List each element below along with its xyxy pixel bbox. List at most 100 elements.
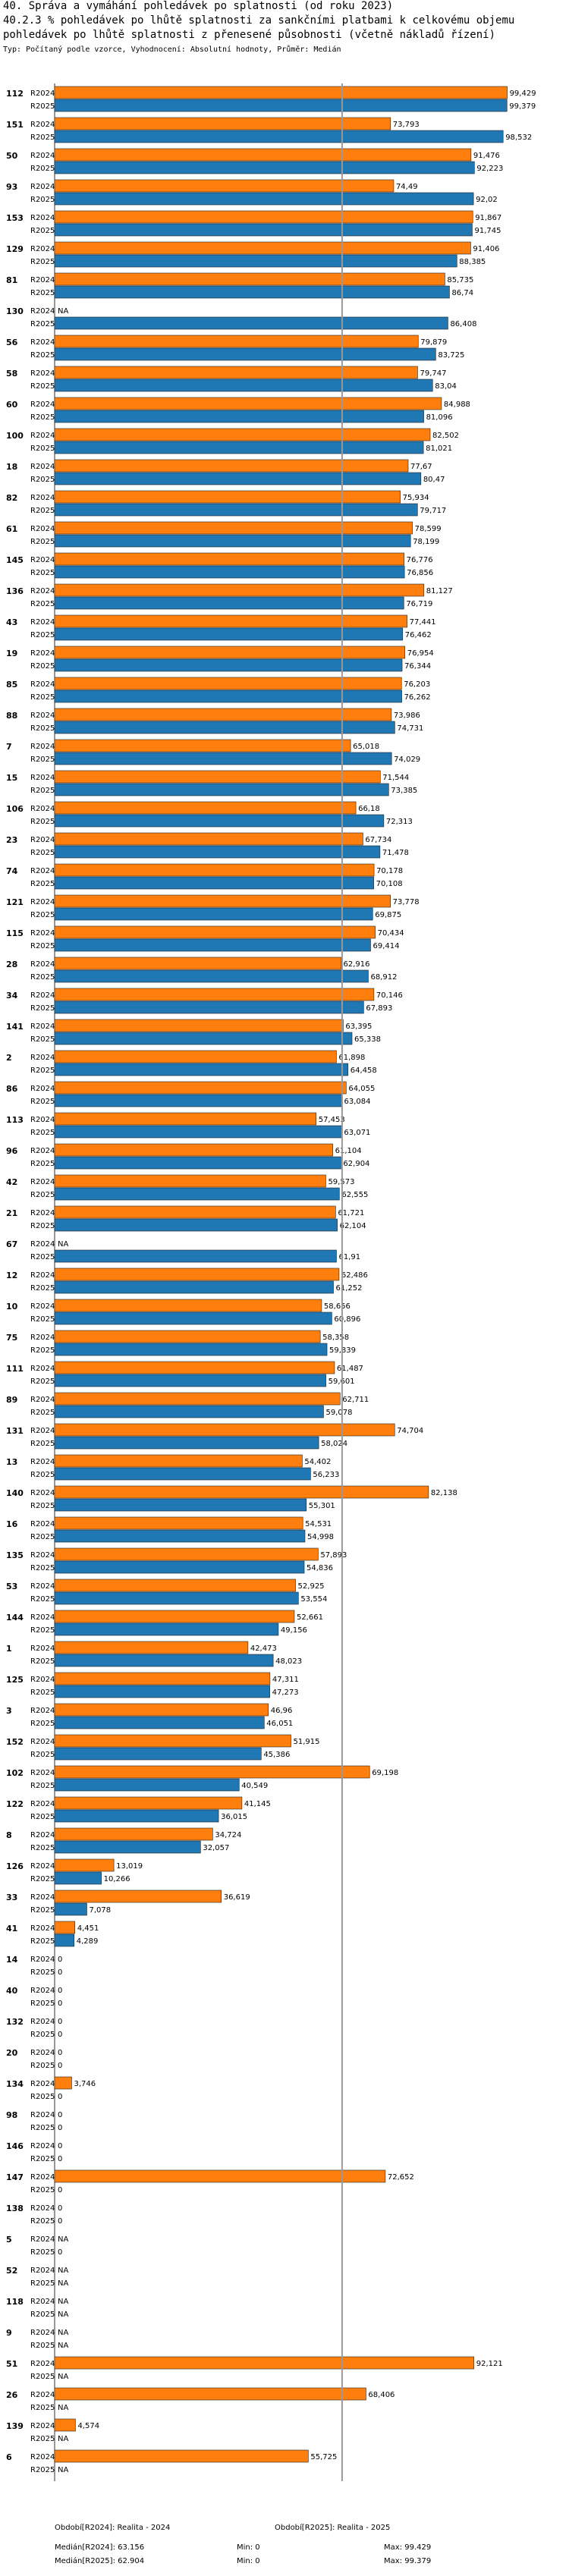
category-label: 126 bbox=[6, 1861, 24, 1871]
category-label: 33 bbox=[6, 1893, 17, 1902]
category-label: 20 bbox=[6, 2048, 18, 2058]
value-label: 91,745 bbox=[474, 227, 501, 235]
category-label: 8 bbox=[6, 1830, 12, 1840]
value-label: 57,453 bbox=[319, 1116, 345, 1124]
category-label: 138 bbox=[6, 2204, 24, 2213]
category-label: 145 bbox=[6, 555, 24, 565]
series-label: R2025 bbox=[30, 1129, 55, 1137]
r2024-bar bbox=[54, 1392, 341, 1406]
value-label: 82,502 bbox=[432, 432, 459, 440]
category-label: 28 bbox=[6, 960, 17, 969]
series-label: R2024 bbox=[30, 2142, 55, 2150]
series-label: R2024 bbox=[30, 1334, 55, 1342]
r2025-bar bbox=[54, 1591, 299, 1605]
category-label: 146 bbox=[6, 2141, 24, 2151]
r2025-bar bbox=[54, 814, 385, 828]
category-label: 13 bbox=[6, 1457, 17, 1467]
series-label: R2024 bbox=[30, 494, 55, 502]
value-label: 73,793 bbox=[393, 121, 420, 129]
value-label: 71,478 bbox=[382, 849, 409, 857]
r2024-bar bbox=[54, 210, 473, 224]
series-label: R2025 bbox=[30, 1533, 55, 1541]
value-label-zero: 0 bbox=[58, 1968, 62, 1977]
r2025-bar bbox=[54, 472, 422, 485]
series-label: R2025 bbox=[30, 102, 55, 111]
series-label: R2025 bbox=[30, 693, 55, 702]
series-label: R2024 bbox=[30, 1987, 55, 1995]
r2024-bar bbox=[54, 1610, 295, 1623]
value-label: 76,262 bbox=[404, 693, 431, 702]
series-label: R2025 bbox=[30, 2062, 55, 2070]
category-label: 42 bbox=[6, 1177, 17, 1187]
r2025-bar bbox=[54, 907, 373, 921]
footer-min-2024: Min: 0 bbox=[237, 2543, 260, 2552]
series-label: R2024 bbox=[30, 1520, 55, 1528]
series-label: R2025 bbox=[30, 880, 55, 888]
value-label: 76,344 bbox=[404, 662, 431, 671]
value-label-zero: 0 bbox=[58, 2155, 62, 2163]
value-label: 76,462 bbox=[405, 631, 432, 639]
value-label: 36,619 bbox=[224, 1893, 250, 1902]
value-label-zero: 0 bbox=[58, 2031, 62, 2039]
series-label: R2024 bbox=[30, 649, 55, 658]
r2024-bar bbox=[54, 957, 341, 970]
value-label: 42,473 bbox=[250, 1645, 277, 1653]
series-label: R2024 bbox=[30, 1116, 55, 1124]
value-label-zero: 0 bbox=[58, 2093, 62, 2101]
category-label: 40 bbox=[6, 1986, 18, 1996]
r2025-bar bbox=[54, 690, 402, 703]
series-label: R2025 bbox=[30, 289, 55, 297]
r2025-bar bbox=[54, 503, 418, 517]
series-label: R2024 bbox=[30, 525, 55, 533]
series-label: R2025 bbox=[30, 227, 55, 235]
r2024-bar bbox=[54, 801, 357, 815]
series-label: R2024 bbox=[30, 1458, 55, 1466]
series-label: R2025 bbox=[30, 1968, 55, 1977]
category-label: 81 bbox=[6, 275, 17, 285]
series-label: R2025 bbox=[30, 258, 55, 266]
series-label: R2025 bbox=[30, 538, 55, 546]
value-label: 86,74 bbox=[451, 289, 473, 297]
footer-max-2024: Max: 99.429 bbox=[384, 2543, 432, 2552]
series-label: R2024 bbox=[30, 1800, 55, 1808]
series-label: R2024 bbox=[30, 1645, 55, 1653]
value-label: 65,018 bbox=[353, 743, 379, 751]
category-label: 121 bbox=[6, 897, 24, 907]
series-label: R2024 bbox=[30, 2329, 55, 2337]
series-label: R2025 bbox=[30, 2248, 55, 2257]
series-label: R2025 bbox=[30, 1906, 55, 1915]
value-label: 10,266 bbox=[104, 1875, 130, 1883]
value-label: 81,021 bbox=[426, 445, 452, 453]
category-label: 140 bbox=[6, 1488, 24, 1498]
value-label-zero: 0 bbox=[58, 2186, 62, 2194]
r2024-bar bbox=[54, 1858, 115, 1872]
series-label: R2025 bbox=[30, 942, 55, 950]
r2024-bar bbox=[54, 925, 376, 939]
value-label: 78,599 bbox=[415, 525, 442, 533]
series-label: R2024 bbox=[30, 369, 55, 378]
value-label: 62,904 bbox=[343, 1160, 369, 1168]
value-label: 92,02 bbox=[476, 196, 498, 204]
value-label: 67,734 bbox=[365, 836, 391, 844]
series-label: R2024 bbox=[30, 587, 55, 595]
value-label: 99,429 bbox=[510, 90, 536, 98]
series-label: R2025 bbox=[30, 1720, 55, 1728]
category-label: 135 bbox=[6, 1550, 24, 1560]
r2025-bar bbox=[54, 1405, 324, 1418]
series-label: R2025 bbox=[30, 2342, 55, 2350]
value-label: 47,273 bbox=[272, 1689, 299, 1697]
r2025-bar bbox=[54, 1218, 338, 1232]
value-label-na: NA bbox=[58, 2267, 68, 2275]
series-label: R2025 bbox=[30, 1222, 55, 1230]
r2025-bar bbox=[54, 1654, 274, 1667]
series-label: R2025 bbox=[30, 2124, 55, 2132]
r2025-bar bbox=[54, 1685, 270, 1698]
series-label: R2025 bbox=[30, 196, 55, 204]
value-label-zero: 0 bbox=[58, 2124, 62, 2132]
value-label: 61,104 bbox=[335, 1147, 362, 1155]
series-label: R2025 bbox=[30, 2435, 55, 2443]
value-label: 76,776 bbox=[407, 556, 433, 564]
series-label: R2024 bbox=[30, 1613, 55, 1622]
category-label: 3 bbox=[6, 1706, 12, 1716]
value-label: 34,724 bbox=[215, 1831, 241, 1839]
